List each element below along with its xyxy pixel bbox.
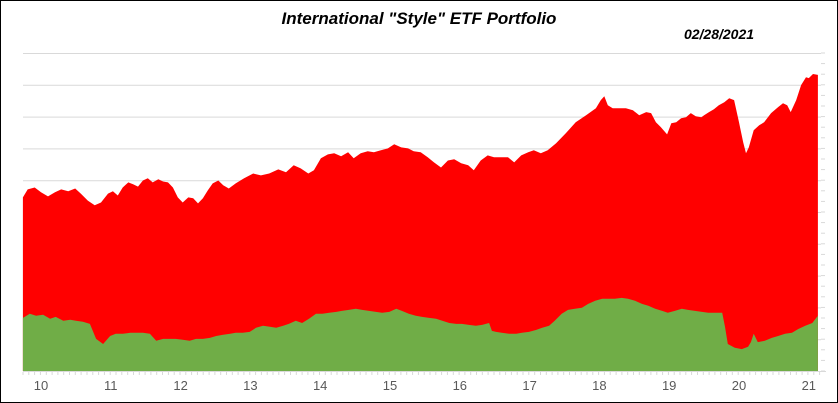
x-axis-labels: 10 11 12 13 14 15 16 17 18 19 20 21 [34, 378, 816, 393]
x-tick-label: 11 [104, 378, 118, 393]
x-tick-label: 19 [662, 378, 676, 393]
x-tick-label: 21 [802, 378, 816, 393]
x-tick-label: 13 [243, 378, 257, 393]
x-tick-label: 12 [173, 378, 187, 393]
y-axis-minor-ticks [821, 52, 825, 372]
x-tick-label: 14 [313, 378, 327, 393]
red-series-area [22, 74, 818, 371]
green-series-area [22, 297, 818, 371]
x-tick-label: 15 [383, 378, 397, 393]
x-tick-label: 10 [34, 378, 48, 393]
x-tick-label: 17 [522, 378, 536, 393]
chart-title: International "Style" ETF Portfolio [281, 9, 557, 28]
date-annotation: 02/28/2021 [683, 26, 755, 42]
x-tick-label: 20 [732, 378, 746, 393]
x-axis-minor-ticks [22, 372, 821, 375]
x-tick-label: 16 [453, 378, 467, 393]
x-tick-label: 18 [592, 378, 606, 393]
